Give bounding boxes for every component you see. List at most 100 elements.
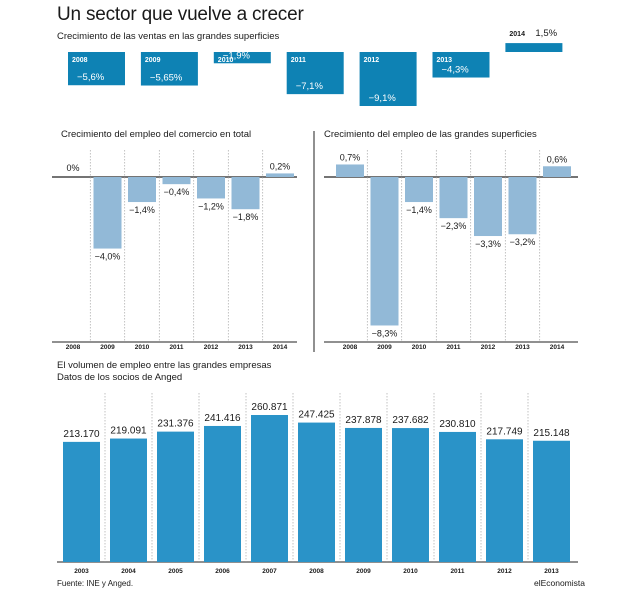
employment-bar (508, 177, 537, 235)
employment-total-chart-title: Crecimiento del empleo del comercio en t… (61, 129, 251, 140)
bar-value-label: 0% (66, 163, 79, 173)
bar-value-label: 241.416 (204, 413, 241, 424)
sales-bar (140, 52, 198, 86)
volume-bar (63, 441, 100, 562)
x-tick-label: 2006 (215, 568, 230, 575)
x-tick-label: 2013 (238, 344, 253, 351)
bar-value-label: 260.871 (251, 402, 288, 413)
bar-value-label: 231.376 (157, 419, 194, 430)
sales-year-label: 2008 (72, 57, 88, 64)
x-tick-label: 2003 (74, 568, 89, 575)
x-tick-label: 2012 (497, 568, 512, 575)
x-tick-label: 2011 (169, 344, 183, 351)
bar-value-label: −1,2% (198, 201, 224, 211)
volume-bar (345, 427, 382, 562)
employment-total-chart: 2008 2009 2010 2011 2012 2013 2014 0% −4,0% −1,4%… (52, 150, 297, 351)
sales-bar (213, 52, 271, 64)
employment-bar (336, 164, 364, 177)
bar-value-label: 213.170 (63, 429, 100, 440)
x-tick-label: 2011 (446, 344, 460, 351)
bar-value-label: −4,0% (95, 252, 121, 262)
volume-chart-subtitle: Datos de los socios de Anged (57, 372, 182, 383)
bar-value-label: −1,4% (406, 205, 432, 215)
sales-year-label: 2014 (509, 31, 525, 38)
volume-bar (157, 431, 194, 562)
x-tick-label: 2013 (515, 344, 530, 351)
sales-value-label: −1,9% (223, 50, 251, 61)
bar-value-label: −0,4% (164, 187, 190, 197)
bar-value-label: 247.425 (298, 410, 335, 421)
volume-bar (110, 438, 147, 562)
sales-value-label: 1,5% (535, 28, 557, 39)
employment-bar (543, 166, 571, 177)
sales-bar (432, 52, 490, 78)
bar-value-label: 219.091 (110, 426, 147, 437)
employment-bar (231, 177, 260, 210)
bar-value-label: 0,7% (340, 152, 361, 162)
x-tick-label: 2013 (544, 568, 559, 575)
employment-bar (162, 177, 191, 185)
bar-value-label: 0,2% (270, 161, 291, 171)
employment-bar (128, 177, 156, 203)
volume-bar (204, 425, 241, 562)
bar-value-label: 215.148 (533, 428, 570, 439)
volume-bar (533, 440, 570, 562)
employment-large-chart-title: Crecimiento del empleo de las grandes su… (324, 129, 537, 140)
employment-large-chart: 2008 2009 2010 2011 2012 2013 2014 0,7% −8,3% −1,… (324, 150, 578, 351)
x-tick-label: 2004 (121, 568, 136, 575)
volume-bar (439, 431, 476, 562)
x-tick-label: 2007 (262, 568, 277, 575)
bar-value-label: 0,6% (547, 154, 568, 164)
employment-bar (405, 177, 433, 203)
sales-bar (505, 43, 563, 52)
sales-year-label: 2012 (364, 57, 380, 64)
x-tick-label: 2005 (168, 568, 183, 575)
brand-logo: elEconomista (534, 578, 585, 588)
x-tick-label: 2011 (450, 568, 464, 575)
x-tick-label: 2012 (204, 344, 219, 351)
sales-value-label: −5,65% (150, 73, 183, 84)
bar-value-label: 217.749 (486, 426, 523, 437)
bar-value-label: −1,4% (129, 205, 155, 215)
employment-bar (93, 177, 122, 249)
employment-bar (197, 177, 225, 199)
sales-year-label: 2011 (291, 57, 306, 64)
volume-bar (486, 439, 523, 562)
employment-bar (266, 173, 294, 177)
x-tick-label: 2010 (403, 568, 418, 575)
bar-value-label: −8,3% (372, 328, 398, 338)
volume-chart: 213.170 2003 219.091 2004 231.376 2005 241.416… (57, 393, 578, 575)
bar-value-label: −1,8% (233, 212, 259, 222)
x-tick-label: 2012 (481, 344, 496, 351)
x-tick-label: 2009 (356, 568, 371, 575)
x-tick-label: 2008 (66, 344, 81, 351)
sales-year-label: 2009 (145, 57, 161, 64)
bar-value-label: 237.878 (345, 415, 382, 426)
x-tick-label: 2008 (309, 568, 324, 575)
sales-value-label: −9,1% (369, 93, 397, 104)
sales-chart-title: Crecimiento de las ventas en las grandes… (57, 31, 280, 42)
bar-value-label: 230.810 (439, 419, 476, 430)
sales-bar (68, 52, 125, 86)
employment-bar (474, 177, 502, 237)
x-tick-label: 2014 (273, 344, 288, 351)
x-tick-label: 2009 (377, 344, 392, 351)
x-tick-label: 2009 (100, 344, 115, 351)
sales-bar (286, 52, 344, 95)
volume-chart-title: El volumen de empleo entre las grandes e… (57, 360, 272, 371)
volume-bar (392, 428, 429, 562)
sales-value-label: −7,1% (296, 81, 324, 92)
bar-value-label: 237.682 (392, 415, 429, 426)
x-tick-label: 2010 (412, 344, 427, 351)
x-tick-label: 2008 (343, 344, 358, 351)
source-note: Fuente: INE y Anged. (57, 579, 133, 588)
x-tick-label: 2014 (550, 344, 565, 351)
bar-value-label: −2,3% (441, 221, 467, 231)
bar-value-label: −3,2% (510, 237, 536, 247)
bar-value-label: −3,3% (475, 239, 501, 249)
volume-bar (298, 422, 335, 562)
sales-year-label: 2013 (437, 57, 453, 64)
sales-chart: 2008 −5,6% 2009 −5,65% 2010−1,9% 2011 −7,1% 201… (68, 28, 563, 106)
volume-bar (251, 415, 288, 562)
